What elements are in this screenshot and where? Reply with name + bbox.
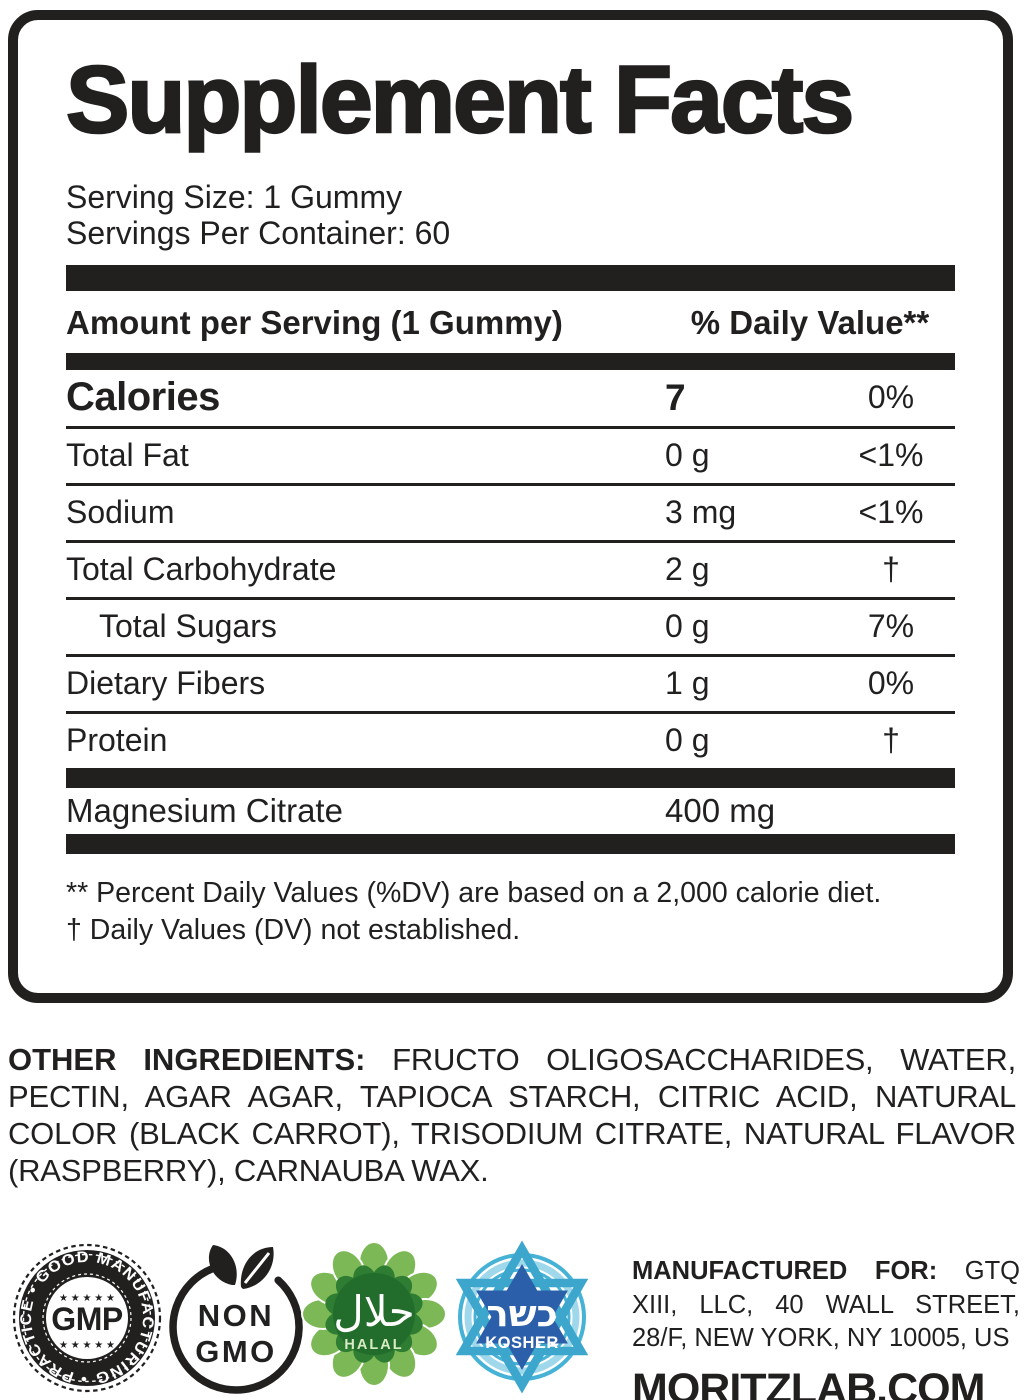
leaf-left-icon <box>208 1245 237 1285</box>
table-row-calories: Calories 7 0% <box>66 370 955 429</box>
manufactured-for: MANUFACTURED FOR: GTQ XIII, LLC, 40 WALL… <box>632 1255 1020 1356</box>
kosher-badge-icon: כשר KOSHER <box>447 1240 597 1395</box>
row-label: Sodium <box>66 494 175 531</box>
divider-thick-top <box>66 264 955 291</box>
divider-thick-mid <box>66 767 955 788</box>
supplement-facts-panel: Supplement Facts Serving Size: 1 Gummy S… <box>8 10 1013 1003</box>
divider-medium <box>66 352 955 370</box>
manufacturer-block: MANUFACTURED FOR: GTQ XIII, LLC, 40 WALL… <box>632 1255 1020 1400</box>
row-label: Total Fat <box>66 437 189 474</box>
gmp-stars-top: ★ ★ ★ ★ ★ <box>59 1293 115 1304</box>
serving-size: Serving Size: 1 Gummy <box>66 178 403 215</box>
kosher-label: KOSHER <box>485 1334 559 1352</box>
row-label: Calories <box>66 375 220 420</box>
other-ingredients: OTHER INGREDIENTS: FRUCTO OLIGOSACCHARID… <box>8 1041 1016 1189</box>
row-dv: <1% <box>858 437 924 474</box>
row-amount: 0 g <box>665 722 710 759</box>
row-dv: <1% <box>858 494 924 531</box>
row-dv: † <box>882 722 900 759</box>
row-label: Dietary Fibers <box>66 665 266 702</box>
halal-badge-icon: حلال HALAL <box>298 1236 450 1396</box>
kosher-badge-svg: כשר KOSHER <box>455 1240 589 1394</box>
non-gmo-line1: NON <box>198 1298 274 1333</box>
other-ingredients-text: FRUCTO OLIGOSACCHARIDES, WATER, PECTIN, … <box>8 1042 1016 1188</box>
halal-arabic-text: حلال <box>333 1287 415 1336</box>
non-gmo-badge-svg: NON GMO <box>169 1245 303 1394</box>
row-amount: 0 g <box>665 608 710 645</box>
row-label: Protein <box>66 722 168 759</box>
gmp-badge-icon: • PRACTICE • GOOD MANUFACTURING ★ ★ ★ ★ … <box>11 1242 163 1394</box>
gmp-center-text: GMP <box>51 1301 123 1337</box>
gmp-stars-bottom: ★ ★ ★ ★ ★ <box>59 1340 115 1351</box>
panel-title: Supplement Facts <box>65 47 856 153</box>
other-ingredients-label: OTHER INGREDIENTS: <box>8 1042 366 1077</box>
manufacturer-website: MORITZLAB.COM <box>632 1364 985 1400</box>
table-row-total-carbohydrate: Total Carbohydrate 2 g † <box>66 543 955 600</box>
divider-thick-bottom <box>66 833 955 854</box>
row-amount: 400 mg <box>665 791 776 829</box>
row-dv: † <box>882 551 900 588</box>
kosher-hebrew-text: כשר <box>486 1292 557 1335</box>
header-amount-per-serving: Amount per Serving (1 Gummy) <box>66 303 563 341</box>
row-label: Magnesium Citrate <box>66 791 343 829</box>
halal-badge-svg: حلال HALAL <box>301 1241 447 1387</box>
non-gmo-line2: GMO <box>195 1334 277 1369</box>
table-row-sodium: Sodium 3 mg <1% <box>66 486 955 543</box>
row-label: Total Sugars <box>99 608 277 645</box>
halal-label: HALAL <box>344 1337 403 1353</box>
row-dv: 7% <box>867 608 915 645</box>
gmp-badge-svg: • PRACTICE • GOOD MANUFACTURING ★ ★ ★ ★ … <box>12 1243 162 1393</box>
table-row-protein: Protein 0 g † <box>66 714 955 768</box>
manufactured-for-label: MANUFACTURED FOR: <box>632 1257 938 1285</box>
row-amount: 1 g <box>665 665 710 702</box>
table-row-magnesium-citrate: Magnesium Citrate 400 mg <box>66 788 955 834</box>
row-amount: 2 g <box>665 551 710 588</box>
row-amount: 0 g <box>665 437 710 474</box>
table-row-total-sugars: Total Sugars 0 g 7% <box>66 600 955 657</box>
header-daily-value: % Daily Value** <box>690 303 930 341</box>
row-amount: 3 mg <box>665 494 737 531</box>
non-gmo-badge-icon: NON GMO <box>161 1243 311 1395</box>
footnote-dv-not-established: † Daily Values (DV) not established. <box>66 913 521 946</box>
servings-per-container: Servings Per Container: 60 <box>66 214 451 251</box>
row-label: Total Carbohydrate <box>66 551 337 588</box>
table-row-total-fat: Total Fat 0 g <1% <box>66 429 955 486</box>
row-dv: 0% <box>867 665 915 702</box>
row-dv: 0% <box>867 379 915 416</box>
table-header-row: Amount per Serving (1 Gummy) % Daily Val… <box>66 291 955 353</box>
table-row-dietary-fibers: Dietary Fibers 1 g 0% <box>66 657 955 714</box>
manufacturer-address: GTQ XIII, LLC, 40 WALL STREET, 28/F, NEW… <box>632 1257 1020 1352</box>
row-amount: 7 <box>665 376 686 418</box>
footnote-daily-values: ** Percent Daily Values (%DV) are based … <box>66 876 882 909</box>
